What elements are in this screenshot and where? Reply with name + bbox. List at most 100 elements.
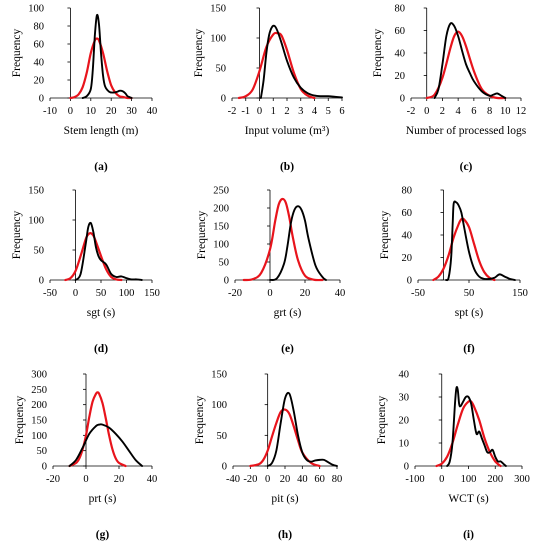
y-axis-label: Frequency: [372, 28, 384, 77]
fitted-curve: [64, 232, 123, 282]
x-tick-label: 40: [147, 106, 158, 117]
fitted-curve: [249, 408, 321, 468]
y-tick-label: 250: [31, 385, 47, 396]
y-tick-label: 40: [34, 58, 45, 69]
y-tick-label: 60: [34, 40, 45, 51]
y-tick-label: 100: [28, 4, 44, 15]
y-tick-label: 50: [34, 246, 45, 257]
panel-label: (g): [96, 529, 110, 541]
x-tick-label: -10: [43, 106, 57, 117]
y-tick-label: 250: [213, 186, 229, 197]
y-tick-label: 0: [222, 462, 227, 473]
x-tick-label: 0: [68, 106, 73, 117]
y-tick-label: 40: [395, 49, 406, 60]
x-tick-label: 0: [73, 288, 78, 299]
x-tick-label: 10: [500, 106, 511, 117]
panel-label: (f): [463, 343, 475, 355]
x-tick-label: -50: [43, 288, 57, 299]
y-tick-label: 0: [400, 94, 405, 105]
x-tick-label: 40: [297, 474, 308, 485]
chart-panel: 0 50 100 150 -40 -20 0 20 40 60 80 Frequency pit (s)…: [194, 370, 342, 542]
y-tick-label: 10: [399, 439, 410, 450]
y-axis-label: Frequency: [193, 28, 205, 77]
y-tick-label: 100: [28, 216, 44, 227]
y-tick-label: 20: [395, 71, 406, 82]
y-tick-label: 80: [34, 22, 45, 33]
x-tick-label: 1: [271, 106, 276, 117]
observed-curve: [269, 205, 327, 281]
y-tick-label: 0: [42, 462, 47, 473]
chart-panel: 0 20 40 60 80 -50 50 150 Frequency spt (s) (f): [379, 186, 528, 356]
x-tick-label: 0: [83, 474, 88, 485]
x-tick-label: 100: [461, 474, 477, 485]
x-tick-label: -20: [243, 474, 257, 485]
y-tick-label: 0: [224, 276, 229, 287]
y-tick-label: 200: [31, 400, 47, 411]
x-tick-label: -2: [407, 106, 416, 117]
fitted-curve: [69, 37, 133, 100]
x-axis-label: spt (s): [455, 307, 484, 319]
y-tick-label: 60: [395, 26, 406, 37]
panel-label: (i): [463, 529, 474, 541]
y-tick-label: 0: [407, 276, 412, 287]
y-tick-label: 80: [402, 186, 413, 197]
x-tick-label: 150: [144, 288, 160, 299]
y-tick-label: 50: [37, 446, 48, 457]
x-tick-label: 6: [471, 106, 476, 117]
y-tick-label: 30: [399, 393, 410, 404]
x-tick-label: 20: [300, 288, 311, 299]
x-tick-label: 60: [314, 474, 325, 485]
panel-label: (c): [460, 161, 473, 173]
y-tick-label: 20: [399, 416, 410, 427]
y-tick-label: 200: [213, 204, 229, 215]
y-tick-label: 40: [399, 370, 410, 381]
x-tick-label: 20: [280, 474, 291, 485]
y-tick-label: 100: [211, 400, 227, 411]
y-tick-label: 100: [31, 431, 47, 442]
x-tick-label: -50: [411, 288, 425, 299]
x-tick-label: 2: [284, 106, 289, 117]
y-tick-label: 50: [216, 64, 227, 75]
y-tick-label: 40: [402, 231, 413, 242]
y-axis-label: Frequency: [379, 210, 391, 259]
observed-curve: [259, 24, 343, 99]
x-axis-label: prt (s): [89, 493, 117, 505]
y-tick-label: 0: [39, 94, 44, 105]
x-tick-label: 0: [265, 474, 270, 485]
x-tick-label: 8: [487, 106, 492, 117]
fitted-curve: [435, 399, 502, 468]
y-axis-label: Frequency: [194, 395, 206, 444]
y-tick-label: 300: [31, 370, 47, 381]
x-tick-label: 2: [440, 106, 445, 117]
y-axis-label: Frequency: [14, 395, 26, 444]
y-tick-label: 100: [213, 240, 229, 251]
y-tick-label: 80: [395, 4, 406, 15]
x-tick-label: 4: [456, 106, 462, 117]
y-tick-label: 0: [221, 94, 226, 105]
x-tick-label: 300: [514, 474, 530, 485]
fitted-curve: [237, 31, 316, 100]
x-tick-label: -100: [405, 474, 424, 485]
x-axis-label: sgt (s): [87, 307, 116, 319]
x-tick-label: -20: [46, 474, 60, 485]
panel-label: (a): [94, 161, 108, 173]
x-tick-label: 10: [86, 106, 97, 117]
y-tick-label: 50: [219, 258, 230, 269]
observed-curve: [433, 22, 507, 99]
observed-curve: [446, 386, 507, 467]
x-tick-label: 200: [487, 474, 503, 485]
y-axis-label: Frequency: [11, 210, 23, 259]
x-tick-label: 20: [114, 474, 125, 485]
observed-curve: [445, 200, 516, 282]
panel-label: (h): [278, 529, 292, 541]
y-tick-label: 0: [404, 462, 409, 473]
x-tick-label: 50: [464, 288, 475, 299]
